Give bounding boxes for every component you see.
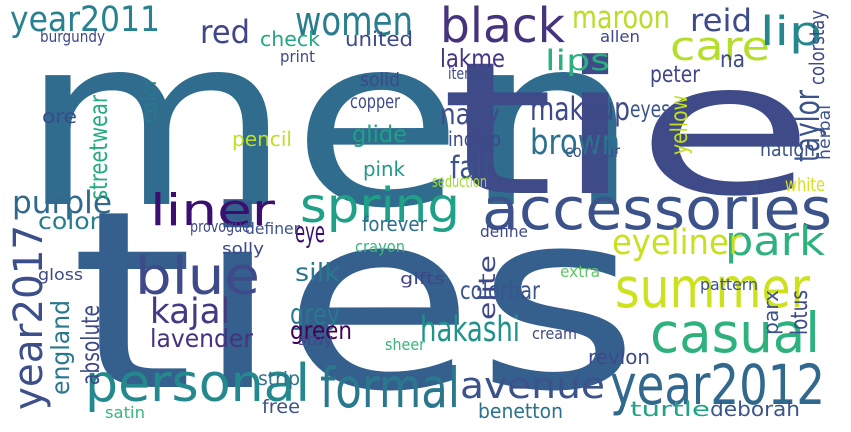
- word-blue: blue: [135, 247, 261, 307]
- word-solly: solly: [222, 239, 265, 258]
- word-peter: peter: [650, 62, 701, 88]
- word-year2011: year2011: [10, 0, 161, 40]
- word-reid: reid: [690, 3, 753, 39]
- word-eye: eye: [295, 215, 326, 249]
- word-na: na: [720, 47, 746, 73]
- word-year2017: year2017: [6, 224, 52, 410]
- word-maroon: maroon: [572, 0, 671, 36]
- word-united: united: [345, 27, 414, 51]
- word-burgundy: burgundy: [40, 27, 106, 46]
- word-extra: extra: [560, 262, 601, 281]
- word-free: free: [262, 397, 301, 418]
- word-silk: silk: [295, 258, 341, 287]
- word-black: black: [440, 0, 566, 54]
- word-park: park: [725, 219, 826, 265]
- word-personal: personal: [85, 354, 311, 414]
- word-copper: copper: [350, 92, 401, 113]
- word-eyes: eyes: [630, 97, 671, 123]
- word-parx: parx: [759, 289, 783, 335]
- word-ties: ties: [70, 158, 641, 432]
- word-navy: navy: [440, 97, 501, 131]
- word-provogue: provogue: [190, 217, 251, 236]
- word-hakashi: hakashi: [420, 310, 521, 350]
- word-turtle: turtle: [630, 397, 711, 421]
- word-lakme: lakme: [440, 44, 506, 73]
- word-items: items: [448, 64, 484, 83]
- word-brown: brown: [530, 123, 621, 163]
- word-check: check: [260, 27, 321, 51]
- word-liner: liner: [150, 185, 276, 236]
- word-pencil: pencil: [232, 127, 293, 151]
- word-casual: casual: [650, 302, 821, 366]
- word-formal: formal: [320, 357, 461, 421]
- word-lips: lips: [545, 43, 611, 77]
- word-gifts: gifts: [400, 269, 446, 288]
- word-pink: pink: [363, 157, 406, 181]
- word-indigo: indigo: [448, 127, 502, 151]
- word-cream: cream: [532, 324, 578, 343]
- word-stay: stay: [298, 330, 334, 349]
- word-summer: summer: [615, 257, 811, 321]
- word-define: define: [480, 222, 529, 241]
- word-lavender: lavender: [150, 324, 254, 353]
- word-sheer: sheer: [385, 335, 426, 354]
- word-seduction: seduction: [432, 172, 488, 191]
- word-contour: contour: [565, 142, 621, 162]
- word-strip: strip: [258, 369, 301, 390]
- word-pattern: pattern: [700, 275, 759, 294]
- word-yellow: yellow: [667, 94, 693, 155]
- word-care: care: [670, 24, 771, 70]
- word-makeup: makeup: [530, 90, 631, 128]
- word-satin: satin: [105, 403, 146, 422]
- word-elite: elite: [475, 254, 501, 320]
- word-herbal: herbal: [815, 104, 835, 160]
- word-white: white: [785, 175, 826, 196]
- word-green: green: [290, 316, 353, 345]
- word-ore: ore: [42, 107, 78, 128]
- word-nation: nation: [760, 137, 816, 161]
- word-spring: spring: [300, 178, 461, 234]
- word-england: england: [46, 299, 75, 395]
- word-glide: glide: [352, 122, 408, 148]
- word-crayon: crayon: [355, 237, 406, 256]
- word-eyeliner: eyeliner: [612, 223, 743, 263]
- word-color: color: [137, 77, 161, 123]
- word-avenue: avenue: [460, 364, 606, 407]
- word-allen: allen: [600, 27, 641, 46]
- word-colorbar: colorbar: [460, 276, 541, 305]
- word-forever: forever: [362, 212, 428, 236]
- word-gloss: gloss: [38, 265, 84, 284]
- word-grey: grey: [290, 297, 341, 331]
- word-kajal: kajal: [150, 292, 231, 332]
- word-print: print: [280, 47, 316, 66]
- word-benetton: benetton: [478, 399, 564, 423]
- word-tie: tie: [440, 23, 815, 237]
- word-definer: definer: [245, 219, 301, 238]
- word-year2012: year2012: [610, 354, 826, 418]
- word-accessories: accessories: [482, 176, 833, 243]
- word-lotus: lotus: [787, 289, 813, 335]
- word-lip: lip: [760, 9, 823, 55]
- word-solid: solid: [360, 70, 401, 91]
- word-deborah: deborah: [710, 397, 801, 421]
- word-men: men: [20, 0, 641, 260]
- word-fall: fall: [450, 150, 491, 186]
- word-red: red: [200, 13, 251, 51]
- word-absolute: absolute: [76, 304, 105, 385]
- word-color: color: [38, 209, 101, 235]
- word-purple: purple: [12, 185, 113, 221]
- word-women: women: [295, 0, 414, 45]
- word-streetwear: streetwear: [84, 94, 113, 200]
- word-revlon: revlon: [588, 345, 651, 369]
- word-colorstay: colorstay: [805, 9, 829, 85]
